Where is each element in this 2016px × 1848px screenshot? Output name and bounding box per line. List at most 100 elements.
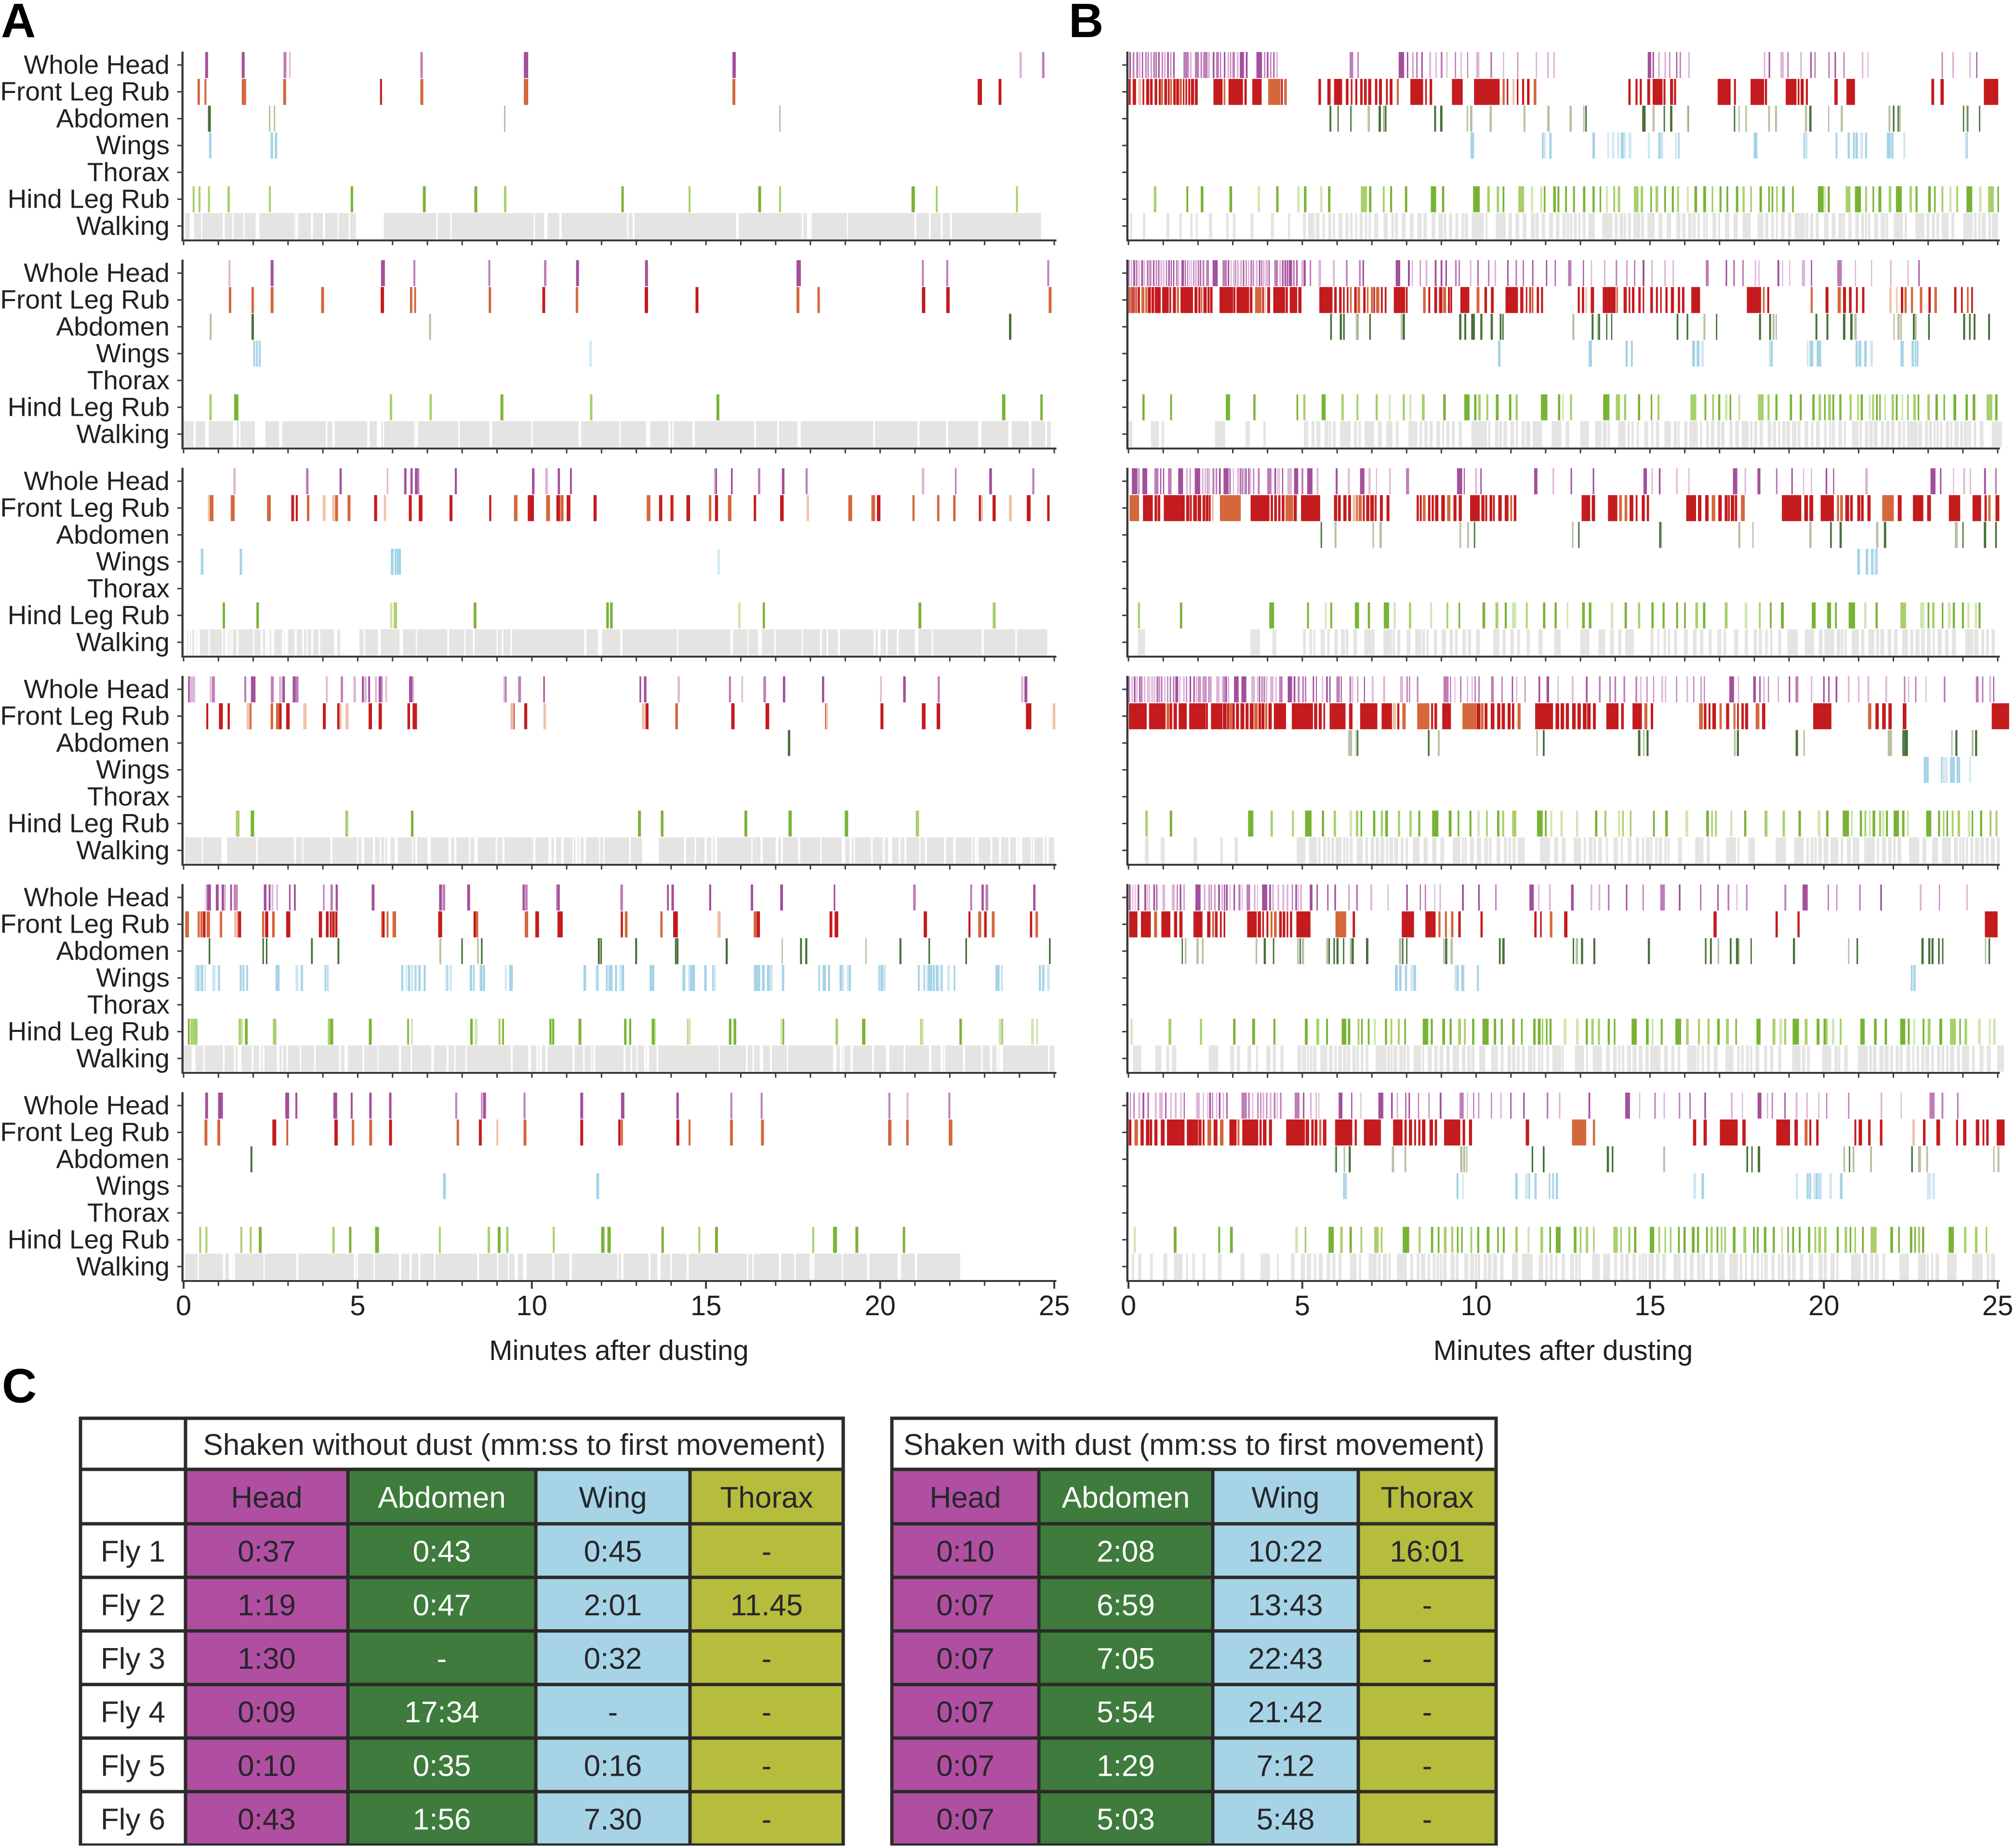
svg-text:1:29: 1:29 [1097,1749,1155,1782]
svg-text:10: 10 [517,1290,548,1321]
svg-text:7:05: 7:05 [1097,1642,1155,1676]
svg-text:Wings: Wings [96,130,170,160]
svg-text:Thorax: Thorax [87,990,170,1019]
svg-text:-: - [1422,1696,1432,1729]
svg-text:0:07: 0:07 [936,1696,995,1729]
svg-text:Abdomen: Abdomen [56,727,170,757]
svg-text:-: - [762,1642,772,1676]
svg-text:20: 20 [1808,1290,1840,1321]
svg-text:Shaken without dust (mm:ss to: Shaken without dust (mm:ss to first move… [203,1428,825,1462]
svg-text:-: - [762,1803,772,1836]
svg-text:16:01: 16:01 [1390,1535,1464,1569]
svg-text:Fly 3: Fly 3 [101,1642,165,1676]
svg-text:Wings: Wings [96,1171,170,1201]
svg-text:0: 0 [1121,1290,1136,1321]
svg-text:22:43: 22:43 [1248,1642,1323,1676]
svg-text:-: - [1422,1589,1432,1622]
svg-text:Minutes after dusting: Minutes after dusting [489,1335,748,1366]
svg-text:Wings: Wings [96,963,170,992]
svg-text:2:08: 2:08 [1097,1535,1155,1569]
svg-text:-: - [1422,1749,1432,1782]
svg-text:Abdomen: Abdomen [56,1144,170,1174]
svg-text:B: B [1069,0,1103,48]
svg-text:13:43: 13:43 [1248,1589,1323,1622]
svg-text:-: - [437,1642,447,1676]
svg-text:1:19: 1:19 [238,1589,296,1622]
svg-text:0:07: 0:07 [936,1803,995,1836]
svg-text:Wings: Wings [96,338,170,368]
svg-text:0:10: 0:10 [936,1535,995,1569]
svg-text:Hind Leg Rub: Hind Leg Rub [8,600,170,630]
svg-text:Whole Head: Whole Head [24,1090,170,1120]
svg-text:0:07: 0:07 [936,1589,995,1622]
svg-text:2:01: 2:01 [584,1589,642,1622]
svg-text:Abdomen: Abdomen [56,103,170,133]
svg-text:C: C [2,1359,37,1413]
svg-text:-: - [608,1696,618,1729]
svg-text:Whole Head: Whole Head [24,466,170,496]
svg-text:Thorax: Thorax [720,1481,813,1515]
svg-text:Front Leg Rub: Front Leg Rub [0,285,170,315]
svg-text:0:35: 0:35 [413,1749,471,1782]
svg-text:0:07: 0:07 [936,1642,995,1676]
svg-text:Hind Leg Rub: Hind Leg Rub [8,1016,170,1046]
svg-text:Minutes after dusting: Minutes after dusting [1433,1335,1693,1366]
svg-text:Abdomen: Abdomen [56,311,170,341]
svg-text:7:12: 7:12 [1257,1749,1315,1782]
svg-text:-: - [1422,1642,1432,1676]
svg-text:Front Leg Rub: Front Leg Rub [0,701,170,731]
svg-text:0:45: 0:45 [584,1535,642,1569]
svg-text:-: - [762,1749,772,1782]
svg-text:Fly 5: Fly 5 [101,1749,165,1782]
svg-text:10:22: 10:22 [1248,1535,1323,1569]
svg-text:Hind Leg Rub: Hind Leg Rub [8,392,170,422]
svg-text:1:30: 1:30 [238,1642,296,1676]
svg-text:20: 20 [864,1290,896,1321]
svg-text:15: 15 [690,1290,722,1321]
svg-text:Whole Head: Whole Head [24,882,170,912]
svg-text:0:09: 0:09 [238,1696,296,1729]
svg-text:0:16: 0:16 [584,1749,642,1782]
svg-text:Abdomen: Abdomen [1062,1481,1190,1515]
svg-text:Fly 1: Fly 1 [101,1535,165,1569]
svg-text:0:43: 0:43 [238,1803,296,1836]
svg-text:-: - [1422,1803,1432,1836]
svg-text:Front Leg Rub: Front Leg Rub [0,493,170,523]
svg-text:15: 15 [1634,1290,1666,1321]
svg-text:Whole Head: Whole Head [24,258,170,288]
svg-text:0:47: 0:47 [413,1589,471,1622]
svg-text:5:54: 5:54 [1097,1696,1155,1729]
svg-text:25: 25 [1982,1290,2014,1321]
svg-text:Front Leg Rub: Front Leg Rub [0,909,170,939]
svg-text:Walking: Walking [76,627,170,657]
svg-text:6:59: 6:59 [1097,1589,1155,1622]
svg-text:0:10: 0:10 [238,1749,296,1782]
svg-text:0:43: 0:43 [413,1535,471,1569]
svg-text:Hind Leg Rub: Hind Leg Rub [8,1225,170,1254]
svg-text:Thorax: Thorax [1381,1481,1474,1515]
svg-text:Fly 4: Fly 4 [101,1696,165,1729]
svg-text:25: 25 [1039,1290,1070,1321]
svg-text:Walking: Walking [76,1251,170,1281]
svg-text:21:42: 21:42 [1248,1696,1323,1729]
svg-text:Walking: Walking [76,419,170,449]
svg-text:5: 5 [350,1290,365,1321]
svg-text:Whole Head: Whole Head [24,50,170,79]
svg-text:5:48: 5:48 [1257,1803,1315,1836]
svg-text:Walking: Walking [76,211,170,240]
svg-text:Thorax: Thorax [87,157,170,187]
svg-text:0:07: 0:07 [936,1749,995,1782]
svg-text:Thorax: Thorax [87,573,170,603]
svg-text:Abdomen: Abdomen [56,936,170,965]
svg-text:-: - [762,1696,772,1729]
svg-text:5: 5 [1295,1290,1310,1321]
svg-text:5:03: 5:03 [1097,1803,1155,1836]
svg-text:1:56: 1:56 [413,1803,471,1836]
svg-text:Walking: Walking [76,1043,170,1073]
svg-text:Wing: Wing [1251,1481,1319,1515]
svg-text:Shaken with dust (mm:ss to fir: Shaken with dust (mm:ss to first movemen… [903,1428,1485,1462]
svg-text:Wing: Wing [579,1481,647,1515]
svg-text:10: 10 [1460,1290,1492,1321]
svg-text:Fly 6: Fly 6 [101,1803,165,1836]
svg-text:0:37: 0:37 [238,1535,296,1569]
